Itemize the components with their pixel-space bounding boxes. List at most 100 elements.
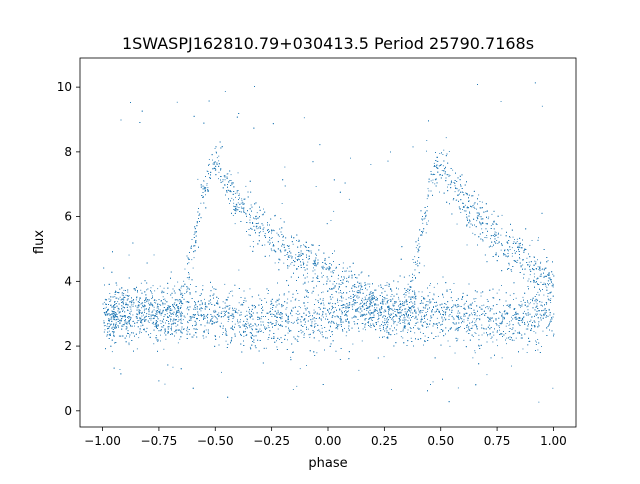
data-point <box>375 296 377 298</box>
data-point <box>154 290 156 292</box>
data-point <box>407 329 409 331</box>
data-point <box>227 173 229 175</box>
data-point <box>359 312 361 314</box>
data-point <box>457 338 459 340</box>
data-point <box>490 317 491 319</box>
data-point <box>454 329 456 331</box>
data-point <box>481 228 483 230</box>
data-point <box>115 324 116 326</box>
data-point <box>508 264 510 266</box>
data-point <box>533 303 535 305</box>
data-point <box>361 323 363 324</box>
data-point <box>183 280 185 282</box>
data-point <box>475 320 477 322</box>
data-point <box>230 190 231 192</box>
data-point <box>496 240 498 241</box>
data-point <box>363 299 365 301</box>
data-point <box>331 331 333 333</box>
data-point <box>182 319 184 321</box>
data-point <box>406 314 407 316</box>
data-point <box>194 232 196 234</box>
data-point <box>511 253 513 254</box>
data-point <box>547 295 549 297</box>
data-point <box>460 326 461 328</box>
data-point <box>513 339 515 341</box>
data-point <box>297 335 299 337</box>
data-point <box>369 283 371 285</box>
data-point <box>455 323 457 325</box>
data-point <box>536 303 538 305</box>
data-point <box>128 295 130 297</box>
data-point <box>549 274 550 276</box>
data-point <box>489 318 491 320</box>
data-point <box>550 280 552 282</box>
data-point <box>460 316 462 318</box>
data-point <box>551 281 552 283</box>
data-point <box>130 308 132 310</box>
data-point <box>452 199 454 201</box>
data-point <box>462 207 464 208</box>
data-point <box>332 296 334 298</box>
data-point <box>170 324 172 326</box>
data-point <box>179 290 181 292</box>
data-point <box>340 291 342 293</box>
data-point <box>203 330 205 332</box>
data-point <box>423 265 425 267</box>
data-point <box>421 296 423 297</box>
data-point <box>170 316 172 317</box>
data-point <box>374 289 375 291</box>
data-point <box>491 246 493 248</box>
data-point <box>282 240 284 241</box>
data-point <box>364 296 366 298</box>
data-point <box>537 339 539 340</box>
data-point <box>463 315 464 317</box>
data-point <box>354 295 355 297</box>
data-point <box>536 341 537 343</box>
data-point <box>474 352 476 354</box>
data-point <box>474 350 476 352</box>
data-point <box>180 292 182 294</box>
data-point <box>296 240 297 241</box>
data-point <box>497 243 499 244</box>
data-point <box>407 320 409 322</box>
data-point <box>167 305 169 307</box>
data-point <box>370 323 371 325</box>
data-point <box>141 315 143 317</box>
data-point <box>448 151 450 152</box>
data-point <box>290 322 292 323</box>
data-point <box>307 302 309 303</box>
data-point <box>538 401 540 403</box>
data-point <box>254 307 256 309</box>
data-point <box>492 223 494 225</box>
data-point <box>482 223 484 224</box>
data-point <box>422 222 424 224</box>
data-point <box>218 171 220 173</box>
data-point <box>361 340 363 342</box>
data-point <box>225 340 227 342</box>
data-point <box>398 296 399 298</box>
data-point <box>247 319 248 321</box>
data-point <box>373 298 375 300</box>
data-point <box>234 323 236 325</box>
data-point <box>447 186 448 188</box>
data-point <box>315 264 317 265</box>
data-point <box>414 293 416 294</box>
data-point <box>384 318 386 320</box>
data-point <box>543 284 544 285</box>
data-point <box>393 304 395 306</box>
data-point <box>473 203 475 205</box>
data-point <box>197 178 199 180</box>
data-point <box>418 311 420 313</box>
data-point <box>103 301 105 303</box>
data-point <box>337 301 339 303</box>
data-point <box>307 258 309 260</box>
data-point <box>265 347 267 349</box>
data-point <box>506 312 507 314</box>
data-point <box>358 286 359 288</box>
data-point <box>456 199 458 201</box>
data-point <box>486 235 488 236</box>
data-point <box>418 237 419 239</box>
data-point <box>497 233 499 235</box>
data-point <box>488 324 490 326</box>
data-point <box>403 294 405 295</box>
